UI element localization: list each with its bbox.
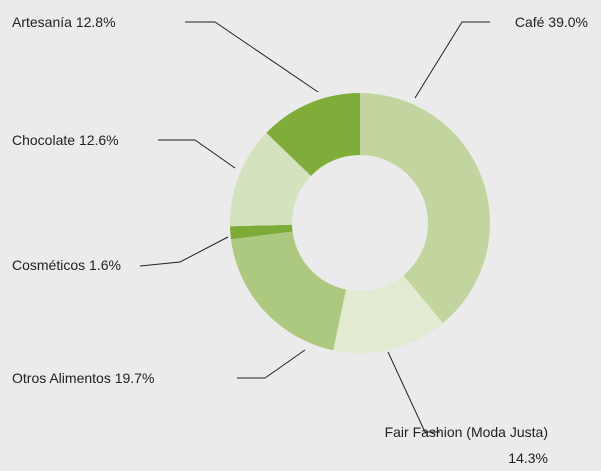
category-label: Café bbox=[514, 14, 545, 30]
leader-line bbox=[387, 351, 440, 433]
slice-label: Cosméticos 1.6% bbox=[12, 252, 121, 278]
donut-slice bbox=[230, 224, 293, 240]
value-label: 1.6% bbox=[89, 257, 121, 273]
value-label: 12.8% bbox=[75, 14, 116, 30]
value-label: 19.7% bbox=[114, 370, 155, 386]
donut-slice bbox=[231, 231, 347, 351]
category-label: Chocolate bbox=[12, 132, 76, 148]
leader-line bbox=[414, 21, 490, 99]
value-label: 14.3% bbox=[508, 450, 548, 466]
slice-label: Artesanía 12.8% bbox=[12, 9, 116, 35]
donut-slice bbox=[266, 93, 360, 176]
category-label: Otros Alimentos bbox=[12, 370, 111, 386]
category-label: Artesanía bbox=[12, 14, 72, 30]
leader-line bbox=[158, 139, 236, 169]
leader-line bbox=[139, 236, 229, 267]
slice-label: Café 39.0% bbox=[515, 9, 588, 35]
value-label: 39.0% bbox=[548, 14, 588, 30]
slice-label: Chocolate 12.6% bbox=[12, 127, 119, 153]
slice-label: Fair Fashion (Moda Justa) 14.3% bbox=[383, 419, 548, 471]
leader-line bbox=[185, 21, 319, 93]
slice-label: Otros Alimentos 19.7% bbox=[12, 365, 154, 391]
donut-slice bbox=[230, 132, 312, 227]
value-label: 12.6% bbox=[78, 132, 119, 148]
leader-line bbox=[237, 349, 306, 379]
category-label: Cosméticos bbox=[12, 257, 86, 273]
donut-slice bbox=[360, 93, 490, 324]
category-label: Fair Fashion (Moda Justa) bbox=[384, 424, 548, 440]
donut-slice bbox=[333, 275, 443, 353]
